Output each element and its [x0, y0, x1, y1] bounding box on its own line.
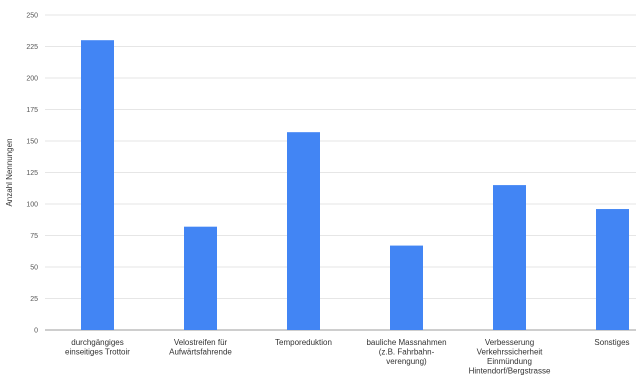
bars	[81, 40, 629, 330]
y-tick-label: 50	[30, 265, 38, 272]
y-tick-label: 150	[26, 139, 38, 146]
y-tick-label: 175	[26, 107, 38, 114]
x-category-label: Temporeduktion	[275, 338, 332, 347]
y-tick-label: 100	[26, 202, 38, 209]
bar	[390, 245, 423, 330]
y-tick-label: 225	[26, 44, 38, 51]
y-tick-label: 0	[34, 328, 38, 335]
y-tick-label: 250	[26, 13, 38, 20]
bar	[184, 226, 217, 330]
x-category-label: bauliche Massnahmen (z.B. Fahrbahn-vereng…	[366, 338, 446, 366]
bar	[287, 132, 320, 330]
y-tick-label: 25	[30, 296, 38, 303]
bar	[81, 40, 114, 330]
bar	[596, 209, 629, 330]
x-category-label: Verbesserung Verkehrssicherheit Einmündung…	[469, 338, 551, 376]
x-category-label: Velostreifen für Aufwärtsfahrende	[169, 338, 232, 357]
y-tick-label: 125	[26, 170, 38, 177]
y-axis-title: Anzahl Nennungen	[5, 138, 14, 206]
y-tick-label: 75	[30, 233, 38, 240]
bar	[493, 185, 526, 330]
y-axis-ticks: 0 25 50 75 100 125 150 175 200 225 250	[26, 13, 38, 335]
grid-lines	[45, 14, 636, 331]
x-category-label: Sonstiges	[594, 338, 629, 347]
x-axis-labels: durchgängiges einseitiges Trottoir Velostr…	[65, 338, 630, 376]
x-category-label: durchgängiges einseitiges Trottoir	[65, 338, 130, 357]
y-tick-label: 200	[26, 76, 38, 83]
